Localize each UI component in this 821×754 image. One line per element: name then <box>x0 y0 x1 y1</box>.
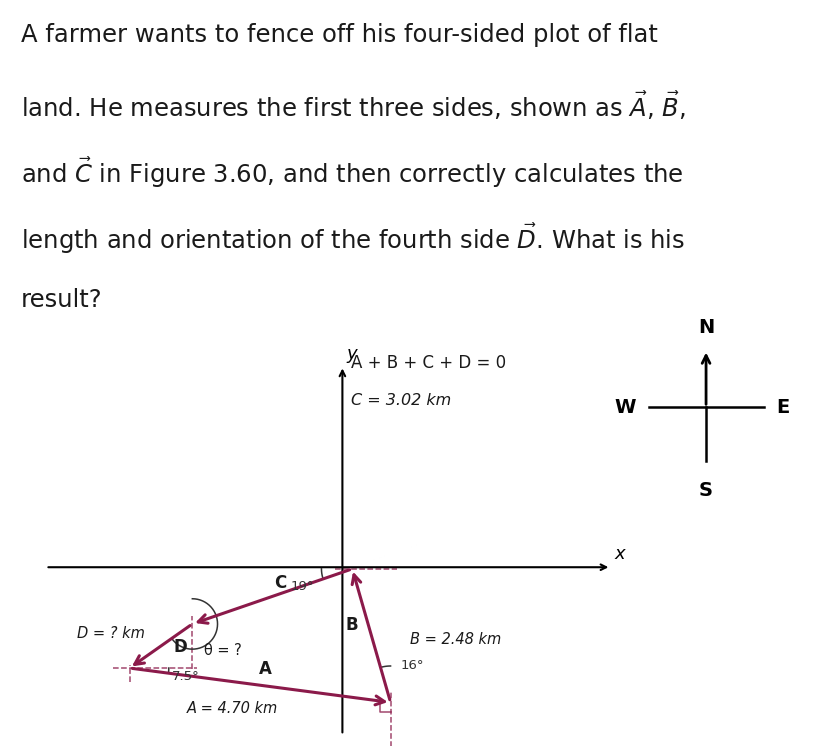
Text: A + B + C + D = 0: A + B + C + D = 0 <box>351 354 506 372</box>
Text: A: A <box>259 660 272 678</box>
Text: 7.5°: 7.5° <box>172 670 200 683</box>
Text: S: S <box>699 481 713 500</box>
Text: B = 2.48 km: B = 2.48 km <box>410 632 502 647</box>
Text: N: N <box>698 318 714 337</box>
Text: E: E <box>776 397 789 417</box>
Text: D = ? km: D = ? km <box>77 626 144 641</box>
Text: 16°: 16° <box>401 659 424 672</box>
Text: length and orientation of the fourth side $\vec{D}$. What is his: length and orientation of the fourth sid… <box>21 222 685 256</box>
Text: C = 3.02 km: C = 3.02 km <box>351 393 451 408</box>
Text: x: x <box>614 545 625 563</box>
Text: and $\vec{C}$ in Figure 3.60, and then correctly calculates the: and $\vec{C}$ in Figure 3.60, and then c… <box>21 155 683 190</box>
Text: B: B <box>346 616 358 634</box>
Text: result?: result? <box>21 288 102 312</box>
Text: A = 4.70 km: A = 4.70 km <box>186 701 277 716</box>
Text: D: D <box>174 638 187 655</box>
Text: land. He measures the first three sides, shown as $\vec{A}$, $\vec{B}$,: land. He measures the first three sides,… <box>21 89 686 122</box>
Text: 19°: 19° <box>291 580 314 593</box>
Text: θ = ?: θ = ? <box>204 642 241 657</box>
Text: W: W <box>615 397 636 417</box>
Text: y: y <box>347 345 357 363</box>
Text: C: C <box>274 574 287 592</box>
Text: A farmer wants to fence off his four-sided plot of flat: A farmer wants to fence off his four-sid… <box>21 23 658 47</box>
